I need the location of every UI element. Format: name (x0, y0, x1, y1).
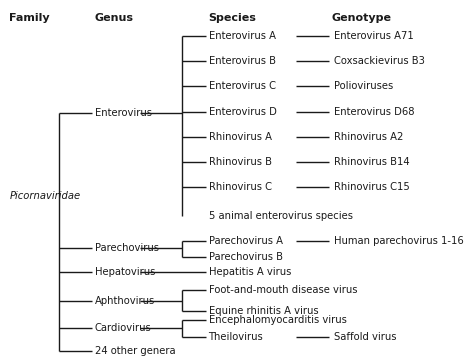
Text: Encephalomyocarditis virus: Encephalomyocarditis virus (209, 315, 346, 325)
Text: Hepatitis A virus: Hepatitis A virus (209, 267, 291, 277)
Text: Rhinovirus B14: Rhinovirus B14 (334, 157, 410, 167)
Text: Hepatovirus: Hepatovirus (95, 267, 155, 277)
Text: Enterovirus A71: Enterovirus A71 (334, 31, 414, 41)
Text: Enterovirus: Enterovirus (95, 108, 152, 118)
Text: Equine rhinitis A virus: Equine rhinitis A virus (209, 306, 318, 316)
Text: 24 other genera: 24 other genera (95, 346, 175, 356)
Text: Rhinovirus A2: Rhinovirus A2 (334, 132, 403, 142)
Text: Foot-and-mouth disease virus: Foot-and-mouth disease virus (209, 285, 357, 295)
Text: Theilovirus: Theilovirus (209, 332, 264, 342)
Text: Coxsackievirus B3: Coxsackievirus B3 (334, 56, 425, 66)
Text: Picornaviridae: Picornaviridae (9, 191, 81, 201)
Text: Cardiovirus: Cardiovirus (95, 323, 152, 333)
Text: Enterovirus B: Enterovirus B (209, 56, 275, 66)
Text: Aphthovirus: Aphthovirus (95, 296, 155, 306)
Text: Rhinovirus C: Rhinovirus C (209, 182, 272, 192)
Text: Genus: Genus (95, 13, 134, 23)
Text: Species: Species (209, 13, 256, 23)
Text: Polioviruses: Polioviruses (334, 81, 393, 91)
Text: Genotype: Genotype (332, 13, 392, 23)
Text: Family: Family (9, 13, 50, 23)
Text: Enterovirus D: Enterovirus D (209, 107, 276, 117)
Text: Enterovirus D68: Enterovirus D68 (334, 107, 415, 117)
Text: Rhinovirus A: Rhinovirus A (209, 132, 272, 142)
Text: Saffold virus: Saffold virus (334, 332, 397, 342)
Text: Enterovirus A: Enterovirus A (209, 31, 275, 41)
Text: Human parechovirus 1-16: Human parechovirus 1-16 (334, 236, 464, 246)
Text: Rhinovirus B: Rhinovirus B (209, 157, 272, 167)
Text: Parechovirus A: Parechovirus A (209, 236, 283, 246)
Text: Parechovirus B: Parechovirus B (209, 252, 283, 262)
Text: Parechovirus: Parechovirus (95, 243, 159, 253)
Text: Enterovirus C: Enterovirus C (209, 81, 275, 91)
Text: Rhinovirus C15: Rhinovirus C15 (334, 182, 410, 192)
Text: 5 animal enterovirus species: 5 animal enterovirus species (209, 211, 353, 221)
